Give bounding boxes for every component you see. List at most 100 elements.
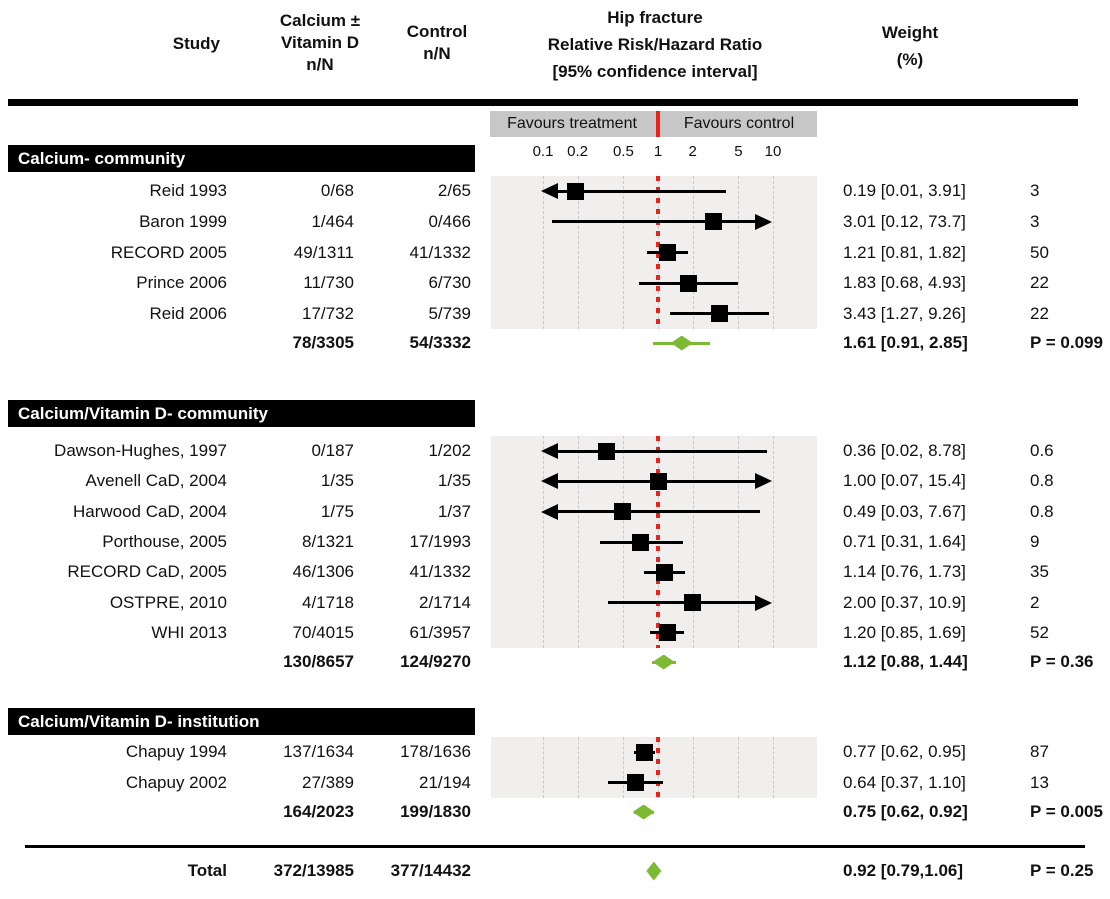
gridline (692, 737, 694, 798)
study-name: Chapuy 2002 (125, 772, 227, 792)
point-square (656, 563, 674, 581)
study-name: WHI 2013 (151, 622, 227, 642)
gridline (773, 737, 774, 798)
subtotal-ci-text: 1.12 [0.88, 1.44] (843, 652, 968, 671)
subtotal-p-value: P = 0.005 (1030, 802, 1103, 821)
axis-tick-label: 0.1 (532, 143, 554, 160)
weight-value: 35 (1030, 562, 1049, 582)
treatment-nn: 17/732 (302, 303, 354, 323)
axis-tick-label: 0.2 (567, 143, 589, 160)
study-name: Reid 1993 (149, 181, 227, 201)
axis-tick-label: 0.5 (612, 143, 634, 160)
ci-text: 0.64 [0.37, 1.10] (843, 772, 966, 792)
point-square (613, 503, 631, 521)
treatment-nn: 11/730 (303, 273, 354, 293)
point-square (711, 305, 729, 323)
gridline (543, 436, 544, 648)
study-name: Baron 1999 (139, 211, 227, 231)
axis-tick-label: 5 (734, 143, 743, 160)
weight-value: 52 (1030, 622, 1049, 642)
plot-panel (491, 737, 817, 798)
arrow-right-icon (755, 594, 772, 611)
subtotal-treatment-nn: 78/3305 (292, 333, 354, 352)
column-header-treatment: Calcium ± Vitamin D n/N (279, 11, 361, 74)
treatment-nn: 27/389 (302, 772, 354, 792)
gridline (773, 436, 774, 648)
ci-text: 3.43 [1.27, 9.26] (843, 303, 966, 323)
treatment-nn: 1/35 (320, 471, 354, 491)
arrow-left-icon (541, 443, 558, 460)
total-control-nn: 377/14432 (390, 861, 471, 880)
study-name: RECORD 2005 (110, 242, 227, 262)
section-band: Calcium/Vitamin D- institution (8, 708, 475, 735)
point-square (566, 182, 584, 200)
control-nn: 1/37 (437, 501, 471, 521)
study-name: Avenell CaD, 2004 (85, 471, 227, 491)
axis-tick-label: 1 (653, 143, 663, 160)
control-nn: 0/466 (428, 211, 471, 231)
subtotal-p-value: P = 0.36 (1030, 652, 1094, 671)
section-band: Calcium- community (8, 145, 475, 172)
treatment-nn: 1/464 (311, 211, 354, 231)
arrow-right-icon (755, 473, 772, 490)
ci-line (608, 601, 757, 605)
null-line (656, 737, 660, 798)
control-nn: 1/202 (428, 441, 471, 461)
ci-line (556, 510, 760, 514)
gridline (577, 176, 579, 329)
weight-value: 87 (1030, 742, 1049, 762)
summary-diamond-icon (670, 335, 693, 351)
point-square (636, 743, 654, 761)
gridline (738, 436, 740, 648)
control-nn: 41/1332 (409, 242, 471, 262)
axis-tick-label: 2 (688, 143, 697, 160)
ci-text: 0.77 [0.62, 0.95] (843, 742, 966, 762)
section-band: Calcium/Vitamin D- community (8, 400, 475, 427)
subtotal-treatment-nn: 130/8657 (283, 652, 354, 671)
subtotal-treatment-nn: 164/2023 (283, 802, 354, 821)
column-header-study: Study (172, 34, 220, 53)
summary-diamond-icon (632, 804, 655, 820)
total-p-value: P = 0.25 (1030, 861, 1094, 880)
subtotal-ci-text: 0.75 [0.62, 0.92] (843, 802, 968, 821)
ci-text: 1.20 [0.85, 1.69] (843, 622, 966, 642)
subtotal-p-value: P = 0.099 (1030, 333, 1103, 352)
gridline (738, 176, 740, 329)
point-square (598, 442, 616, 460)
total-diamond-icon (646, 861, 662, 881)
point-square (649, 472, 667, 490)
point-square (684, 594, 702, 612)
treatment-nn: 8/1321 (302, 532, 354, 551)
ci-text: 0.71 [0.31, 1.64] (843, 532, 966, 551)
weight-value: 0.8 (1030, 471, 1054, 491)
total-ci-text: 0.92 [0.79,1.06] (843, 861, 964, 880)
weight-value: 22 (1030, 303, 1049, 323)
study-name: Chapuy 1994 (125, 742, 227, 762)
weight-value: 0.8 (1030, 501, 1054, 521)
ci-text: 1.14 [0.76, 1.73] (843, 562, 966, 582)
study-name: Porthouse, 2005 (102, 532, 227, 551)
arrow-right-icon (755, 213, 772, 230)
study-name: RECORD CaD, 2005 (67, 562, 227, 582)
gridline (577, 737, 579, 798)
weight-value: 2 (1030, 592, 1040, 612)
ci-text: 3.01 [0.12, 73.7] (843, 211, 966, 231)
gridline (738, 737, 740, 798)
gridline (773, 176, 774, 329)
control-nn: 6/730 (428, 273, 471, 293)
study-name: Reid 2006 (149, 303, 227, 323)
weight-value: 22 (1030, 273, 1049, 293)
ci-text: 1.21 [0.81, 1.82] (843, 242, 966, 262)
arrow-left-icon (541, 503, 558, 520)
gridline (623, 737, 625, 798)
gridline (692, 436, 694, 648)
ci-text: 1.83 [0.68, 4.93] (843, 273, 966, 293)
total-separator-line (25, 845, 1085, 848)
control-nn: 21/194 (419, 772, 471, 792)
favours-bar (490, 111, 817, 137)
gridline (543, 176, 544, 329)
control-nn: 61/3957 (409, 622, 471, 642)
study-name: OSTPRE, 2010 (109, 592, 227, 612)
gridline (692, 176, 694, 329)
control-nn: 1/35 (437, 471, 471, 491)
